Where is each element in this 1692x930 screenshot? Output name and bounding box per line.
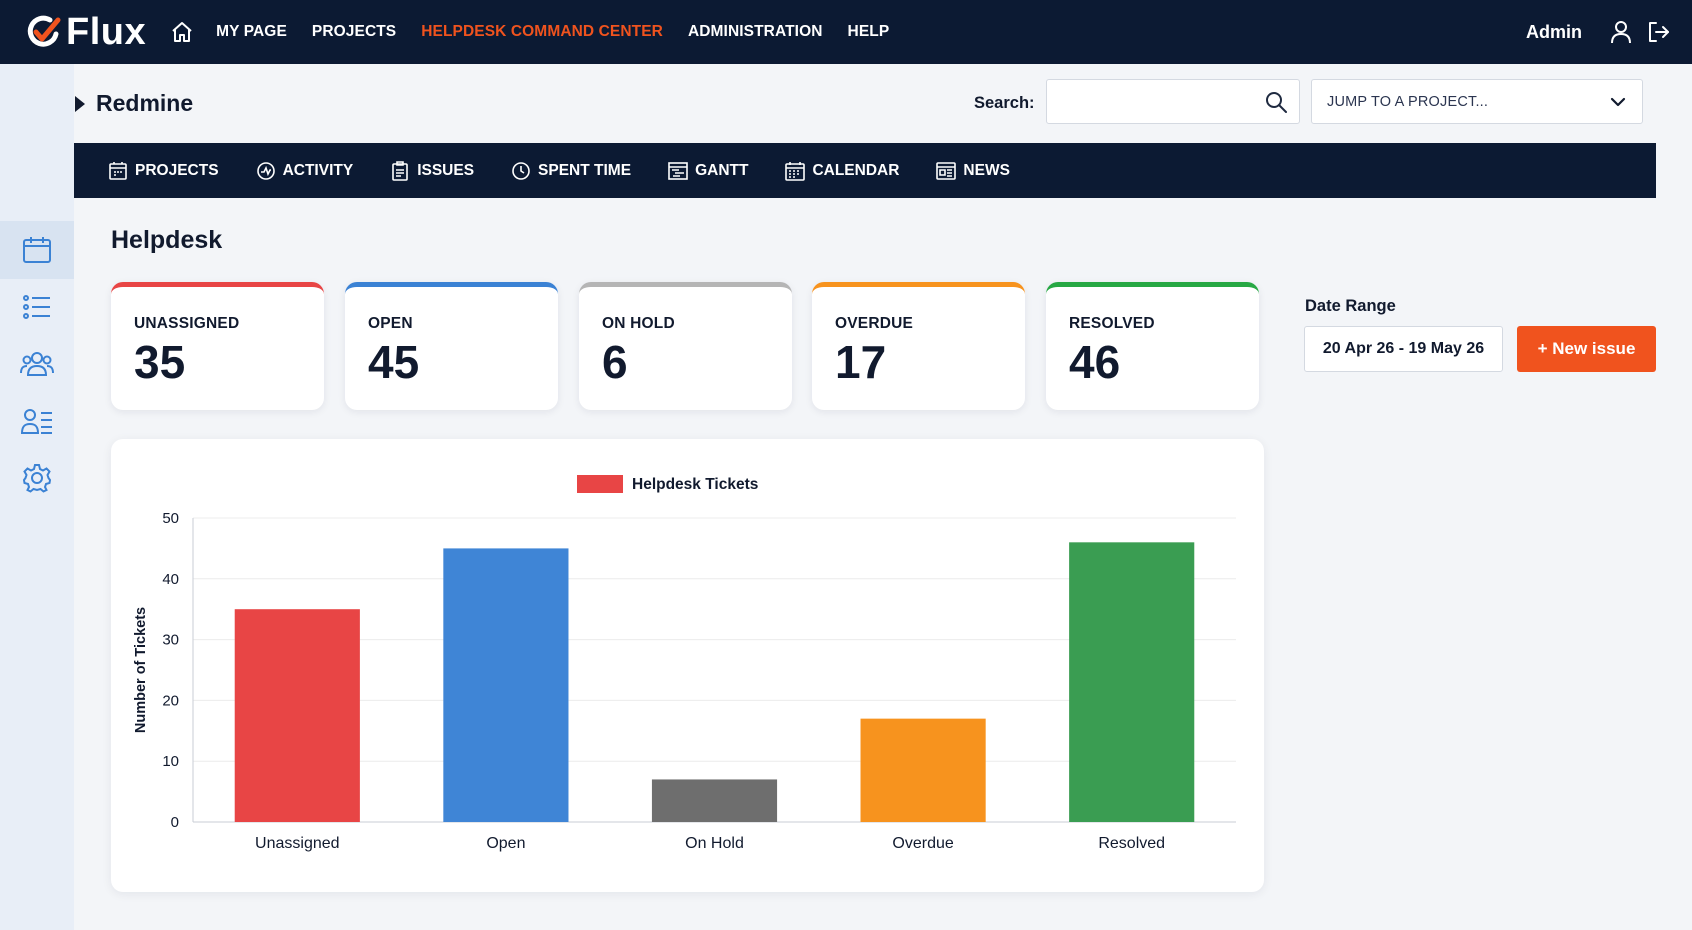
y-tick-label: 40 [162, 571, 179, 588]
jump-to-project-select[interactable]: JUMP TO A PROJECT... [1311, 79, 1643, 124]
top-bar: Flux MY PAGE PROJECTS HELPDESK COMMAND CEN… [0, 0, 1692, 64]
app-name: Flux [66, 10, 147, 53]
project-title: Redmine [96, 90, 194, 116]
tab-label: ACTIVITY [282, 161, 354, 179]
stat-card-on-hold[interactable]: ON HOLD 6 [579, 282, 792, 410]
y-tick-label: 30 [162, 632, 179, 649]
tab-label: PROJECTS [135, 161, 219, 179]
sidebar-item-calendar[interactable] [0, 221, 74, 279]
tab-label: CALENDAR [812, 161, 900, 179]
sidebar-item-list[interactable] [0, 278, 74, 336]
stat-value: 35 [134, 336, 186, 388]
sidebar-item-contacts[interactable] [0, 392, 74, 450]
stat-card-overdue[interactable]: OVERDUE 17 [812, 282, 1025, 410]
bar-open [443, 548, 569, 822]
stat-card-resolved[interactable]: RESOLVED 46 [1046, 282, 1259, 410]
calendar-icon [785, 161, 806, 181]
tab-label: SPENT TIME [538, 161, 632, 179]
clock-icon [512, 161, 530, 180]
legend-swatch [577, 475, 623, 493]
y-tick-label: 50 [162, 510, 179, 527]
chart-card: 0 10 20 30 40 50 Number of Tickets Helpdesk Tic… [111, 439, 1264, 892]
home-icon[interactable] [170, 20, 194, 44]
stat-card-unassigned[interactable]: UNASSIGNED 35 [111, 282, 324, 410]
project-nav: PROJECTS ACTIVITY ISSUES SPENT TIME GANT… [74, 143, 1656, 198]
x-tick-label: Open [486, 835, 525, 852]
sub-header: Redmine Search: JUMP TO A PROJECT... [74, 64, 1692, 142]
x-tick-label: Overdue [892, 835, 953, 852]
tab-gantt[interactable]: GANTT [668, 161, 748, 181]
helpdesk-bar-chart: 0 10 20 30 40 50 Number of Tickets Helpdesk Tic… [133, 475, 1236, 852]
legend-label: Helpdesk Tickets [632, 476, 758, 493]
contacts-icon [20, 409, 52, 434]
tab-label: GANTT [695, 161, 749, 179]
bar-on-hold [651, 779, 778, 822]
logout-icon[interactable] [1646, 20, 1670, 44]
x-tick-label: On Hold [685, 835, 744, 852]
top-nav-helpdesk-command-center[interactable]: HELPDESK COMMAND CENTER [421, 23, 663, 40]
stat-label: UNASSIGNED [134, 315, 240, 332]
list-icon [23, 295, 50, 319]
tab-label: ISSUES [417, 161, 475, 179]
search-input[interactable] [1047, 80, 1247, 123]
chevron-down-icon [1610, 97, 1626, 106]
tab-activity[interactable]: ACTIVITY [256, 161, 354, 181]
caret-right-icon [75, 95, 85, 112]
gear-icon [22, 464, 52, 493]
tab-spent-time[interactable]: SPENT TIME [511, 161, 631, 181]
stat-label: OPEN [368, 315, 413, 332]
x-tick-label: Resolved [1098, 835, 1165, 852]
tab-calendar[interactable]: CALENDAR [785, 161, 899, 181]
date-range-picker[interactable]: 20 Apr 26 - 19 May 26 [1304, 326, 1503, 372]
sidebar-item-settings[interactable] [0, 449, 74, 507]
top-nav-help[interactable]: HELP [847, 23, 890, 40]
app-logo[interactable]: Flux [26, 11, 146, 54]
user-icon[interactable] [1610, 20, 1632, 44]
bar-overdue [860, 718, 986, 822]
tab-news[interactable]: NEWS [936, 161, 1010, 181]
date-range-label: Date Range [1305, 297, 1396, 315]
bar-unassigned [234, 609, 360, 822]
projects-icon [109, 161, 127, 180]
sidebar [0, 64, 74, 930]
user-name[interactable]: Admin [1526, 21, 1582, 42]
tab-projects[interactable]: PROJECTS [108, 161, 219, 181]
top-nav: MY PAGE PROJECTS HELPDESK COMMAND CENTER AD… [216, 23, 914, 41]
users-icon [20, 352, 54, 376]
stat-label: ON HOLD [602, 315, 675, 332]
sidebar-item-users[interactable] [0, 335, 74, 393]
stat-label: OVERDUE [835, 315, 914, 332]
calendar-icon [23, 237, 51, 263]
y-axis-label: Number of Tickets [133, 607, 149, 733]
top-nav-administration[interactable]: ADMINISTRATION [687, 23, 823, 40]
page-title: Helpdesk [111, 226, 223, 254]
y-tick-label: 10 [162, 753, 179, 770]
y-tick-label: 20 [162, 692, 179, 709]
top-nav-my-page[interactable]: MY PAGE [216, 23, 287, 40]
new-issue-button[interactable]: + New issue [1517, 326, 1656, 372]
bar-resolved [1069, 542, 1195, 822]
flux-logo-icon [27, 15, 61, 47]
search-label: Search: [974, 94, 1035, 112]
y-tick-label: 0 [171, 814, 179, 831]
jump-to-project-label: JUMP TO A PROJECT... [1327, 93, 1489, 110]
x-tick-label: Unassigned [255, 835, 340, 852]
search-icon[interactable] [1265, 91, 1287, 118]
gantt-icon [668, 161, 688, 180]
issues-icon [392, 160, 408, 181]
search-field [1046, 79, 1300, 124]
activity-icon [256, 161, 275, 180]
user-area: Admin [1526, 0, 1670, 64]
top-nav-projects[interactable]: PROJECTS [311, 23, 397, 40]
stat-value: 17 [835, 336, 887, 388]
stat-card-open[interactable]: OPEN 45 [345, 282, 558, 410]
stat-label: RESOLVED [1069, 315, 1155, 332]
stat-value: 6 [602, 336, 628, 388]
stat-value: 46 [1069, 336, 1121, 388]
news-icon [936, 161, 957, 180]
breadcrumb[interactable]: Redmine [74, 90, 193, 117]
tab-issues[interactable]: ISSUES [390, 160, 475, 181]
tab-label: NEWS [963, 161, 1010, 179]
stat-value: 45 [368, 336, 420, 388]
